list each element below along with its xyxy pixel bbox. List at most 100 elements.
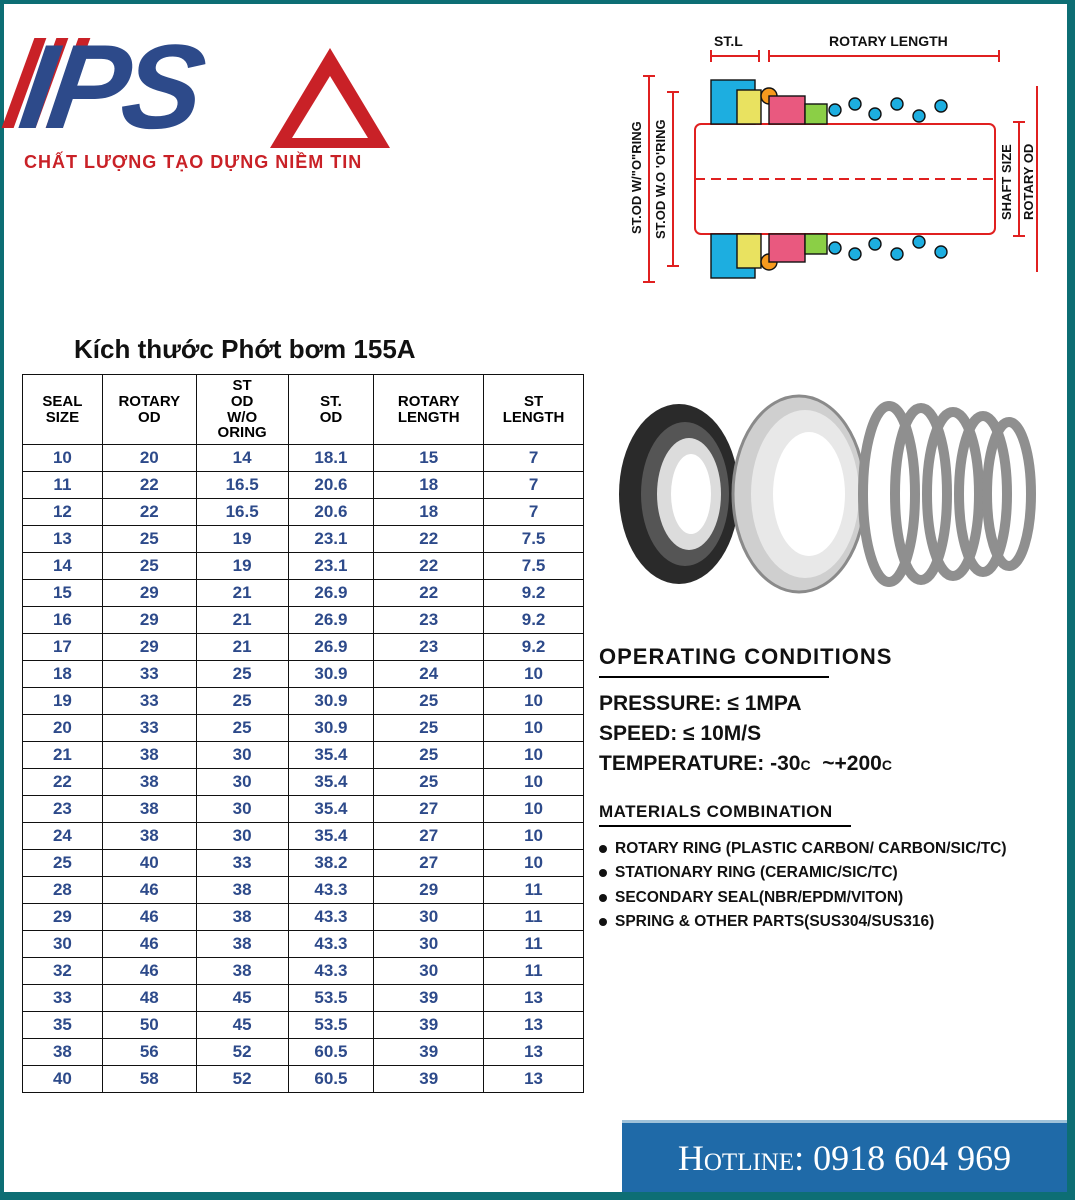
- table-cell: 39: [374, 1012, 484, 1039]
- table-cell: 24: [374, 661, 484, 688]
- table-cell: 30.9: [288, 688, 374, 715]
- table-row: 38565260.53913: [23, 1039, 584, 1066]
- table-cell: 35.4: [288, 823, 374, 850]
- hotline-banner[interactable]: Hotline: 0918 604 969: [622, 1120, 1067, 1192]
- table-cell: 25: [102, 553, 196, 580]
- table-cell: 25: [196, 661, 288, 688]
- bullet-icon: [599, 918, 607, 926]
- table-cell: 38.2: [288, 850, 374, 877]
- table-cell: 11: [484, 877, 584, 904]
- table-cell: 22: [23, 769, 103, 796]
- table-cell: 22: [102, 499, 196, 526]
- table-cell: 22: [374, 553, 484, 580]
- table-row: 17292126.9239.2: [23, 634, 584, 661]
- table-cell: 60.5: [288, 1039, 374, 1066]
- coil-spring-icon: [863, 406, 1031, 582]
- table-cell: 35.4: [288, 742, 374, 769]
- table-cell: 18: [374, 499, 484, 526]
- table-cell: 38: [102, 796, 196, 823]
- table-cell: 29: [374, 877, 484, 904]
- table-row: 22383035.42510: [23, 769, 584, 796]
- table-row: 20332530.92510: [23, 715, 584, 742]
- operating-conditions: OPERATING CONDITIONS PRESSURE: ≤ 1MPA SP…: [599, 644, 1039, 937]
- table-cell: 13: [484, 1066, 584, 1093]
- bullet-icon: [599, 894, 607, 902]
- table-cell: 25: [102, 526, 196, 553]
- hotline-number: 0918 604 969: [813, 1137, 1011, 1179]
- table-title: Kích thước Phớt bơm 155A: [74, 334, 416, 365]
- table-cell: 10: [484, 769, 584, 796]
- table-cell: 52: [196, 1039, 288, 1066]
- table-cell: 16: [23, 607, 103, 634]
- table-row: 24383035.42710: [23, 823, 584, 850]
- table-cell: 13: [484, 985, 584, 1012]
- materials-heading: MATERIALS COMBINATION: [599, 802, 1039, 822]
- table-row: 15292126.9229.2: [23, 580, 584, 607]
- table-cell: 45: [196, 985, 288, 1012]
- table-cell: 25: [374, 688, 484, 715]
- table-cell: 33: [196, 850, 288, 877]
- table-cell: 11: [484, 931, 584, 958]
- table-cell: 43.3: [288, 958, 374, 985]
- table-cell: 19: [23, 688, 103, 715]
- table-cell: 15: [23, 580, 103, 607]
- table-cell: 30.9: [288, 661, 374, 688]
- materials-item: ROTARY RING (PLASTIC CARBON/ CARBON/SIC/…: [599, 839, 1039, 858]
- table-header-cell: STLENGTH: [484, 375, 584, 445]
- table-row: 16292126.9239.2: [23, 607, 584, 634]
- table-row: 10201418.1157: [23, 445, 584, 472]
- table-cell: 18.1: [288, 445, 374, 472]
- table-cell: 52: [196, 1066, 288, 1093]
- table-cell: 46: [102, 958, 196, 985]
- speed-row: SPEED: ≤ 10M/S: [599, 722, 1039, 746]
- table-cell: 22: [102, 472, 196, 499]
- table-cell: 38: [196, 931, 288, 958]
- table-cell: 32: [23, 958, 103, 985]
- table-header-cell: ROTARYLENGTH: [374, 375, 484, 445]
- table-cell: 29: [23, 904, 103, 931]
- table-cell: 21: [196, 580, 288, 607]
- table-cell: 14: [196, 445, 288, 472]
- pressure-value: ≤ 1MPA: [727, 692, 801, 715]
- table-cell: 13: [23, 526, 103, 553]
- table-cell: 9.2: [484, 607, 584, 634]
- size-table: SEALSIZEROTARYODSTODW/OORINGST.ODROTARYL…: [22, 374, 584, 1093]
- diagram-label-st-od-wo-oring-a: ST.OD W/"O"RING: [629, 121, 644, 234]
- table-cell: 22: [374, 526, 484, 553]
- temperature-row: TEMPERATURE: -30C ~+200C: [599, 752, 1039, 776]
- table-row: 30463843.33011: [23, 931, 584, 958]
- table-cell: 11: [23, 472, 103, 499]
- brand-tagline: CHẤT LƯỢNG TẠO DỰNG NIỀM TIN: [24, 152, 362, 173]
- temperature-label: TEMPERATURE:: [599, 752, 764, 775]
- table-cell: 9.2: [484, 580, 584, 607]
- table-cell: 33: [102, 661, 196, 688]
- table-cell: 23: [374, 634, 484, 661]
- logo-triangle-icon: [270, 48, 390, 148]
- table-cell: 25: [196, 715, 288, 742]
- hotline-label: Hotline:: [678, 1137, 804, 1179]
- table-header-cell: ROTARYOD: [102, 375, 196, 445]
- table-cell: 60.5: [288, 1066, 374, 1093]
- seal-cross-section-diagram: ST.L ROTARY LENGTH ST.OD W/"O"RING ST.OD…: [619, 24, 1039, 304]
- temp-unit-2: C: [882, 757, 892, 773]
- table-row: 28463843.32911: [23, 877, 584, 904]
- divider: [599, 825, 851, 827]
- table-cell: 46: [102, 904, 196, 931]
- bullet-icon: [599, 845, 607, 853]
- table-cell: 43.3: [288, 877, 374, 904]
- table-cell: 30: [374, 931, 484, 958]
- table-cell: 38: [102, 769, 196, 796]
- table-cell: 10: [484, 796, 584, 823]
- table-cell: 19: [196, 526, 288, 553]
- temperature-high: ~+200: [822, 752, 882, 775]
- table-row: 23383035.42710: [23, 796, 584, 823]
- table-cell: 24: [23, 823, 103, 850]
- table-cell: 29: [102, 580, 196, 607]
- table-cell: 45: [196, 1012, 288, 1039]
- table-cell: 35: [23, 1012, 103, 1039]
- table-cell: 38: [102, 742, 196, 769]
- table-cell: 11: [484, 958, 584, 985]
- table-row: 29463843.33011: [23, 904, 584, 931]
- materials-item-text: SPRING & OTHER PARTS(SUS304/SUS316): [615, 913, 934, 930]
- table-cell: 20.6: [288, 472, 374, 499]
